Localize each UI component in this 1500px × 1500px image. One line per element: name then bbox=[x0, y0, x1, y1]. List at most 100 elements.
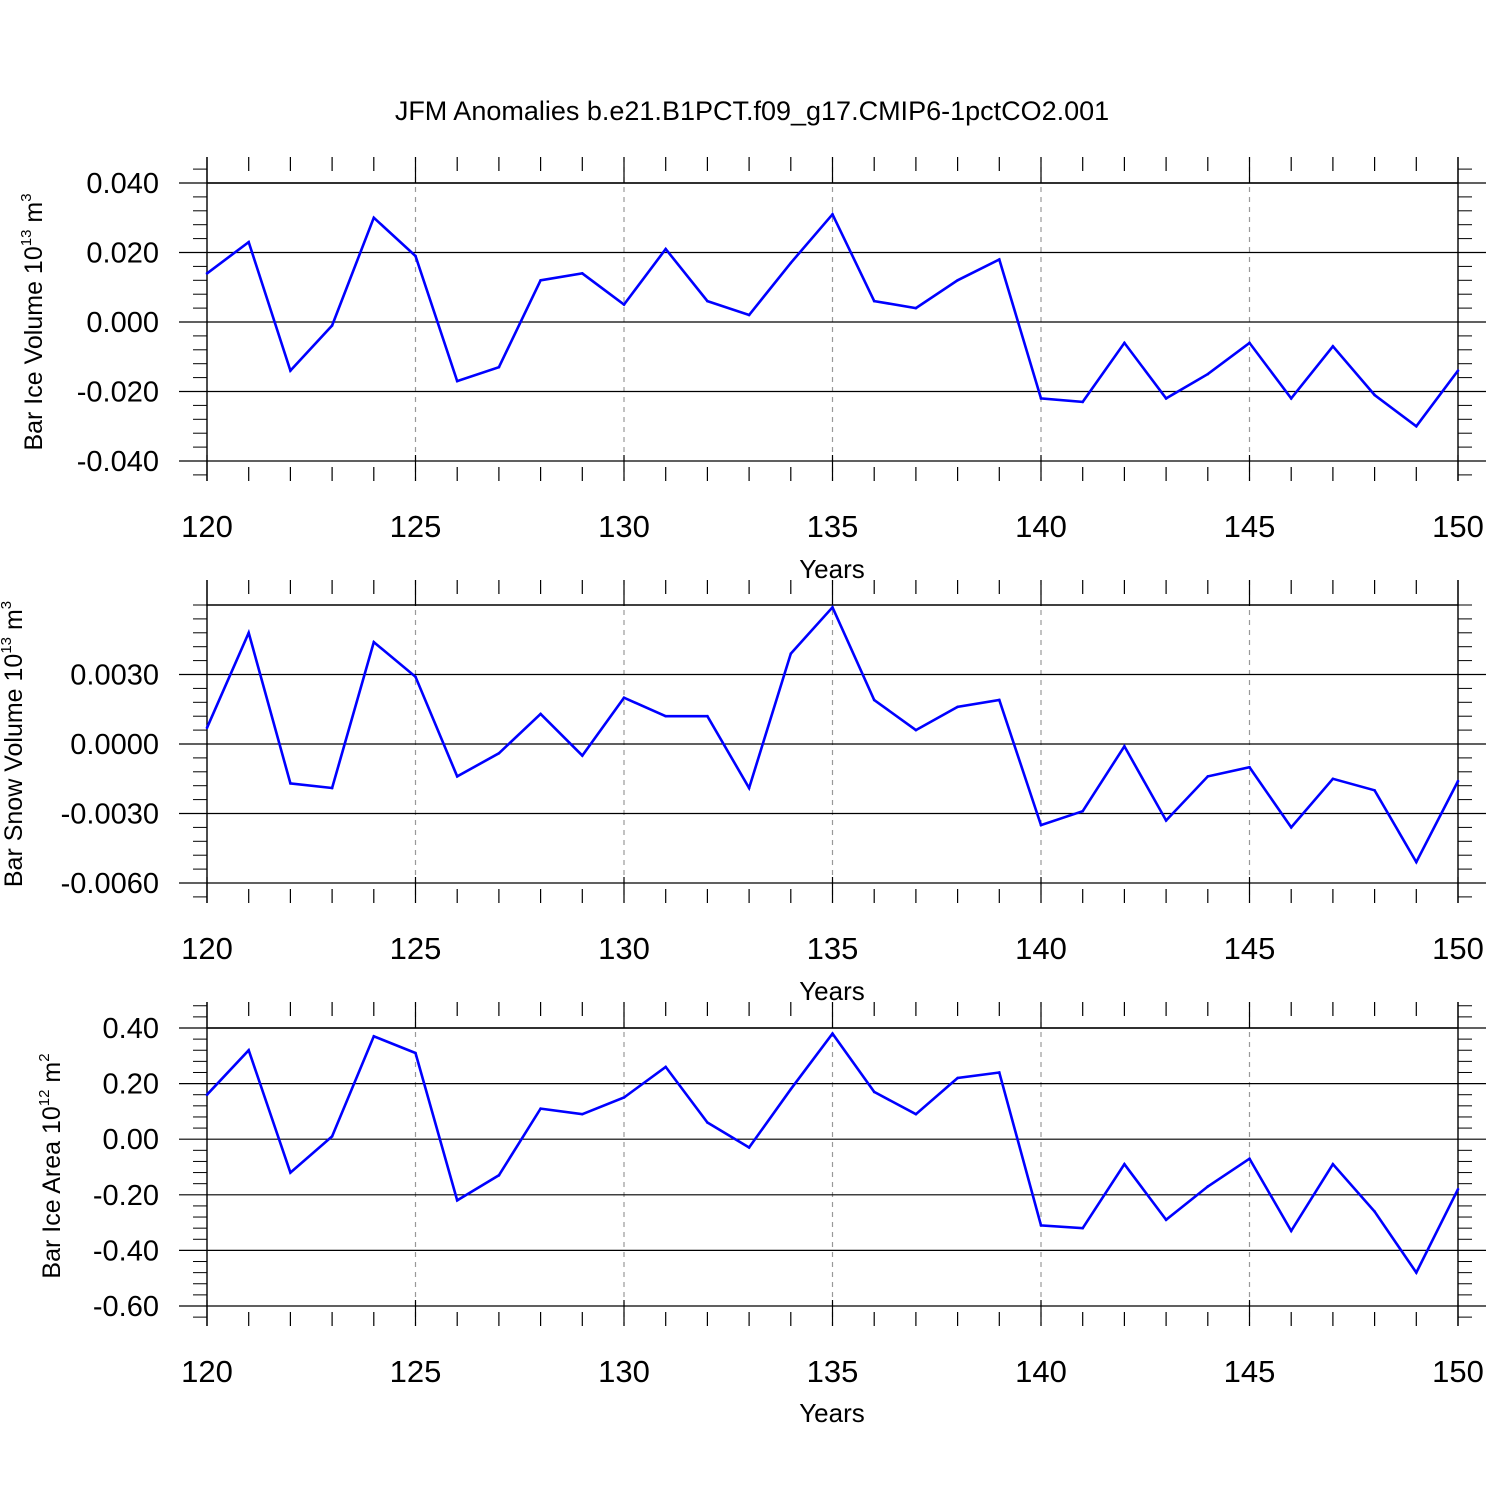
data-point bbox=[831, 1032, 834, 1035]
y-tick-label: 0.000 bbox=[86, 307, 159, 339]
y-tick-label: 0.00 bbox=[103, 1124, 159, 1156]
data-point bbox=[581, 754, 584, 757]
data-point bbox=[1248, 765, 1251, 769]
data-point bbox=[372, 1035, 376, 1038]
data-point bbox=[1331, 777, 1335, 781]
panel-ice-volume-marks: 0.040 0.020 0.000 -0.020 -0.040 120 125 130 135 1… bbox=[77, 157, 1486, 544]
data-point bbox=[539, 279, 542, 282]
y-tick-label: 0.40 bbox=[103, 1013, 159, 1045]
data-point bbox=[747, 786, 751, 790]
data-point bbox=[789, 652, 793, 655]
data-point bbox=[1123, 1162, 1126, 1166]
data-point bbox=[1164, 397, 1168, 400]
data-point bbox=[664, 247, 667, 251]
x-tick-label: 145 bbox=[1224, 931, 1276, 966]
data-point bbox=[539, 712, 542, 716]
y-tick-label: 0.20 bbox=[103, 1069, 159, 1101]
x-tick-label: 150 bbox=[1432, 931, 1484, 966]
data-point bbox=[1081, 400, 1084, 404]
data-point bbox=[706, 714, 709, 718]
y-tick-label: -0.20 bbox=[93, 1180, 159, 1212]
data-point bbox=[998, 258, 1001, 261]
data-point bbox=[831, 606, 834, 609]
data-point bbox=[497, 1174, 501, 1177]
data-point bbox=[1081, 809, 1084, 813]
data-point bbox=[414, 254, 417, 258]
data-point bbox=[914, 306, 918, 310]
y-tick-label: -0.0060 bbox=[61, 868, 159, 900]
y-tick-label: 0.0000 bbox=[70, 729, 159, 761]
x-tick-label: 140 bbox=[1015, 931, 1067, 966]
data-point bbox=[998, 698, 1001, 702]
data-point bbox=[414, 675, 417, 679]
x-tick-label: 130 bbox=[598, 931, 650, 966]
x-tick-label: 130 bbox=[598, 509, 650, 544]
data-point bbox=[789, 1087, 793, 1091]
data-point bbox=[914, 728, 918, 732]
data-point bbox=[747, 1146, 751, 1149]
data-point bbox=[1415, 424, 1418, 428]
data-point bbox=[247, 1048, 250, 1052]
data-point bbox=[664, 714, 667, 718]
data-point bbox=[872, 698, 876, 702]
data-point bbox=[956, 1076, 959, 1080]
x-tick-label: 140 bbox=[1015, 1354, 1067, 1389]
x-tick-label: 120 bbox=[181, 1354, 233, 1389]
x-tick-label: 145 bbox=[1224, 1354, 1276, 1389]
panel-snow-volume-marks: 0.0030 0.0000 -0.0030 -0.0060 120 125 130 135 14… bbox=[61, 580, 1486, 966]
data-point bbox=[831, 212, 834, 216]
panel-snow-volume: 0.0030 0.0000 -0.0030 -0.0060 120 125 130 135 14… bbox=[0, 580, 1486, 1006]
y-tick-label: -0.60 bbox=[93, 1291, 159, 1323]
data-point bbox=[622, 1096, 626, 1099]
data-point bbox=[1206, 775, 1210, 778]
x-tick-label: 130 bbox=[598, 1354, 650, 1389]
data-point bbox=[581, 1112, 584, 1116]
data-point bbox=[1289, 397, 1293, 400]
data-point bbox=[372, 216, 376, 220]
data-point bbox=[330, 786, 334, 790]
data-point bbox=[1289, 826, 1293, 829]
data-point bbox=[706, 299, 709, 303]
data-point bbox=[1456, 779, 1460, 783]
figure-title: JFM Anomalies b.e21.B1PCT.f09_g17.CMIP6-… bbox=[395, 96, 1109, 126]
x-tick-label: 125 bbox=[390, 509, 442, 544]
data-point bbox=[455, 775, 459, 778]
data-point bbox=[205, 1093, 209, 1097]
data-point bbox=[455, 1199, 459, 1202]
data-point bbox=[1248, 341, 1251, 345]
y-tick-label: 0.0030 bbox=[70, 660, 159, 692]
panel-ice-area-ylabel: Bar Ice Area 1012 m2 bbox=[36, 1053, 66, 1278]
data-point bbox=[539, 1107, 542, 1110]
data-point bbox=[998, 1071, 1001, 1074]
x-tick-label: 135 bbox=[807, 1354, 859, 1389]
data-point bbox=[205, 272, 209, 275]
data-point bbox=[1248, 1157, 1251, 1160]
data-point bbox=[247, 631, 250, 635]
data-point bbox=[372, 640, 376, 644]
panel-snow-volume-ylabel: Bar Snow Volume 1013 m3 bbox=[0, 601, 28, 887]
data-point bbox=[330, 324, 334, 327]
data-point bbox=[956, 705, 959, 709]
data-point bbox=[247, 240, 250, 244]
data-point bbox=[1081, 1226, 1084, 1230]
data-point bbox=[455, 379, 459, 383]
y-tick-label: -0.0030 bbox=[61, 799, 159, 831]
x-tick-label: 120 bbox=[181, 931, 233, 966]
data-point bbox=[1206, 1185, 1210, 1188]
data-point bbox=[1039, 823, 1043, 827]
y-tick-label: -0.040 bbox=[77, 446, 159, 478]
x-tick-label: 135 bbox=[807, 509, 859, 544]
data-point bbox=[622, 303, 626, 306]
data-point bbox=[497, 751, 501, 755]
x-tick-label: 150 bbox=[1432, 509, 1484, 544]
data-point bbox=[1206, 372, 1210, 376]
data-point bbox=[581, 272, 584, 275]
data-point bbox=[1331, 1162, 1335, 1166]
data-point bbox=[1123, 745, 1126, 748]
data-point bbox=[289, 782, 292, 785]
panel-ice-area: 0.40 0.20 0.00 -0.20 -0.40 -0.60 120 125 130 135 1… bbox=[36, 1002, 1486, 1428]
y-tick-label: -0.40 bbox=[93, 1235, 159, 1267]
data-point bbox=[497, 365, 501, 369]
data-point bbox=[1331, 345, 1335, 348]
data-point bbox=[1373, 1210, 1376, 1213]
